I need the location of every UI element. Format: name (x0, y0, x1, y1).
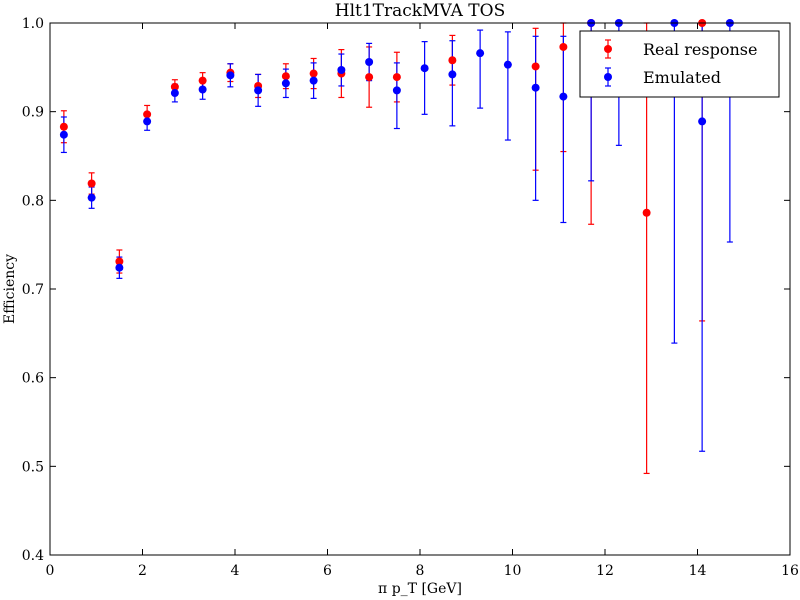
emulated-point (115, 263, 124, 272)
legend-label: Real response (643, 40, 757, 59)
x-tick-label: 16 (781, 563, 799, 579)
x-tick-label: 14 (689, 563, 707, 579)
legend: Real response Emulated (579, 30, 780, 98)
x-tick-label: 4 (231, 563, 240, 579)
real-response-point (143, 110, 152, 119)
y-tick-label: 0.8 (22, 193, 44, 209)
y-tick-label: 0.7 (22, 282, 44, 298)
emulated-point (143, 117, 152, 126)
legend-items: Real response Emulated (604, 39, 757, 87)
legend-entry-real-response: Real response (604, 39, 757, 59)
y-tick-label: 0.4 (22, 548, 44, 564)
y-tick-label: 0.5 (22, 459, 44, 475)
emulated-point (309, 76, 318, 85)
x-axis-label: π p_T [GeV] (378, 581, 462, 597)
emulated-point (448, 70, 457, 79)
x-tick-label: 10 (504, 563, 522, 579)
x-tick-label: 12 (596, 563, 614, 579)
x-tick-label: 2 (138, 563, 147, 579)
emulated-point (170, 89, 179, 98)
x-tick-label: 6 (323, 563, 332, 579)
emulated-point (420, 64, 429, 73)
emulated-point (559, 92, 568, 101)
y-tick-label: 0.9 (22, 105, 44, 121)
emulated-point (59, 130, 68, 139)
y-tick-label: 1.0 (22, 16, 44, 32)
emulated-point (365, 58, 374, 67)
x-axis-label-group: π p_T [GeV] (378, 581, 462, 597)
legend-box (579, 30, 780, 98)
plot-frame (49, 22, 791, 556)
emulated-point (198, 85, 207, 94)
y-tick-label: 0.6 (22, 371, 44, 387)
emulated-point (531, 83, 540, 92)
real-response-point (531, 62, 540, 71)
emulated-point (392, 86, 401, 95)
emulated-error-bar (421, 41, 428, 115)
emulated-error-bar (477, 29, 484, 109)
real-response-point (392, 73, 401, 82)
real-response-point (448, 56, 457, 65)
real-response-point (170, 82, 179, 91)
axis-ticks: 0 2 4 6 8 10 12 14 16 0.4 0.5 0.6 0.7 0.8 0.9 1.0 (22, 16, 799, 579)
legend-label: Emulated (643, 68, 721, 87)
x-tick-label: 0 (46, 563, 55, 579)
data-points (59, 19, 734, 272)
emulated-point (254, 86, 263, 95)
legend-entry-emulated: Emulated (604, 67, 721, 87)
real-response-point (365, 73, 374, 82)
chart-title: Hlt1TrackMVA TOS (335, 1, 505, 21)
emulated-point (698, 117, 707, 126)
emulated-point (476, 49, 485, 58)
emulated-point (503, 60, 512, 69)
real-response-point (198, 76, 207, 85)
emulated-point (87, 193, 96, 202)
real-response-point (87, 179, 96, 188)
emulated-point (226, 71, 235, 80)
real-response-point (115, 257, 124, 266)
emulated-point (281, 79, 290, 88)
emulated-point (337, 65, 346, 74)
real-response-point (309, 69, 318, 78)
real-response-point (642, 208, 651, 217)
emulated-error-bar (560, 35, 567, 224)
real-response-point (559, 42, 568, 51)
real-response-point (59, 122, 68, 131)
y-axis-label: Efficiency (2, 254, 18, 324)
emulated-error-bar (504, 31, 511, 141)
legend-marker (604, 73, 612, 81)
emulated-error-bar (449, 40, 456, 127)
x-tick-label: 8 (416, 563, 425, 579)
real-response-point (281, 72, 290, 81)
legend-marker (604, 45, 612, 53)
